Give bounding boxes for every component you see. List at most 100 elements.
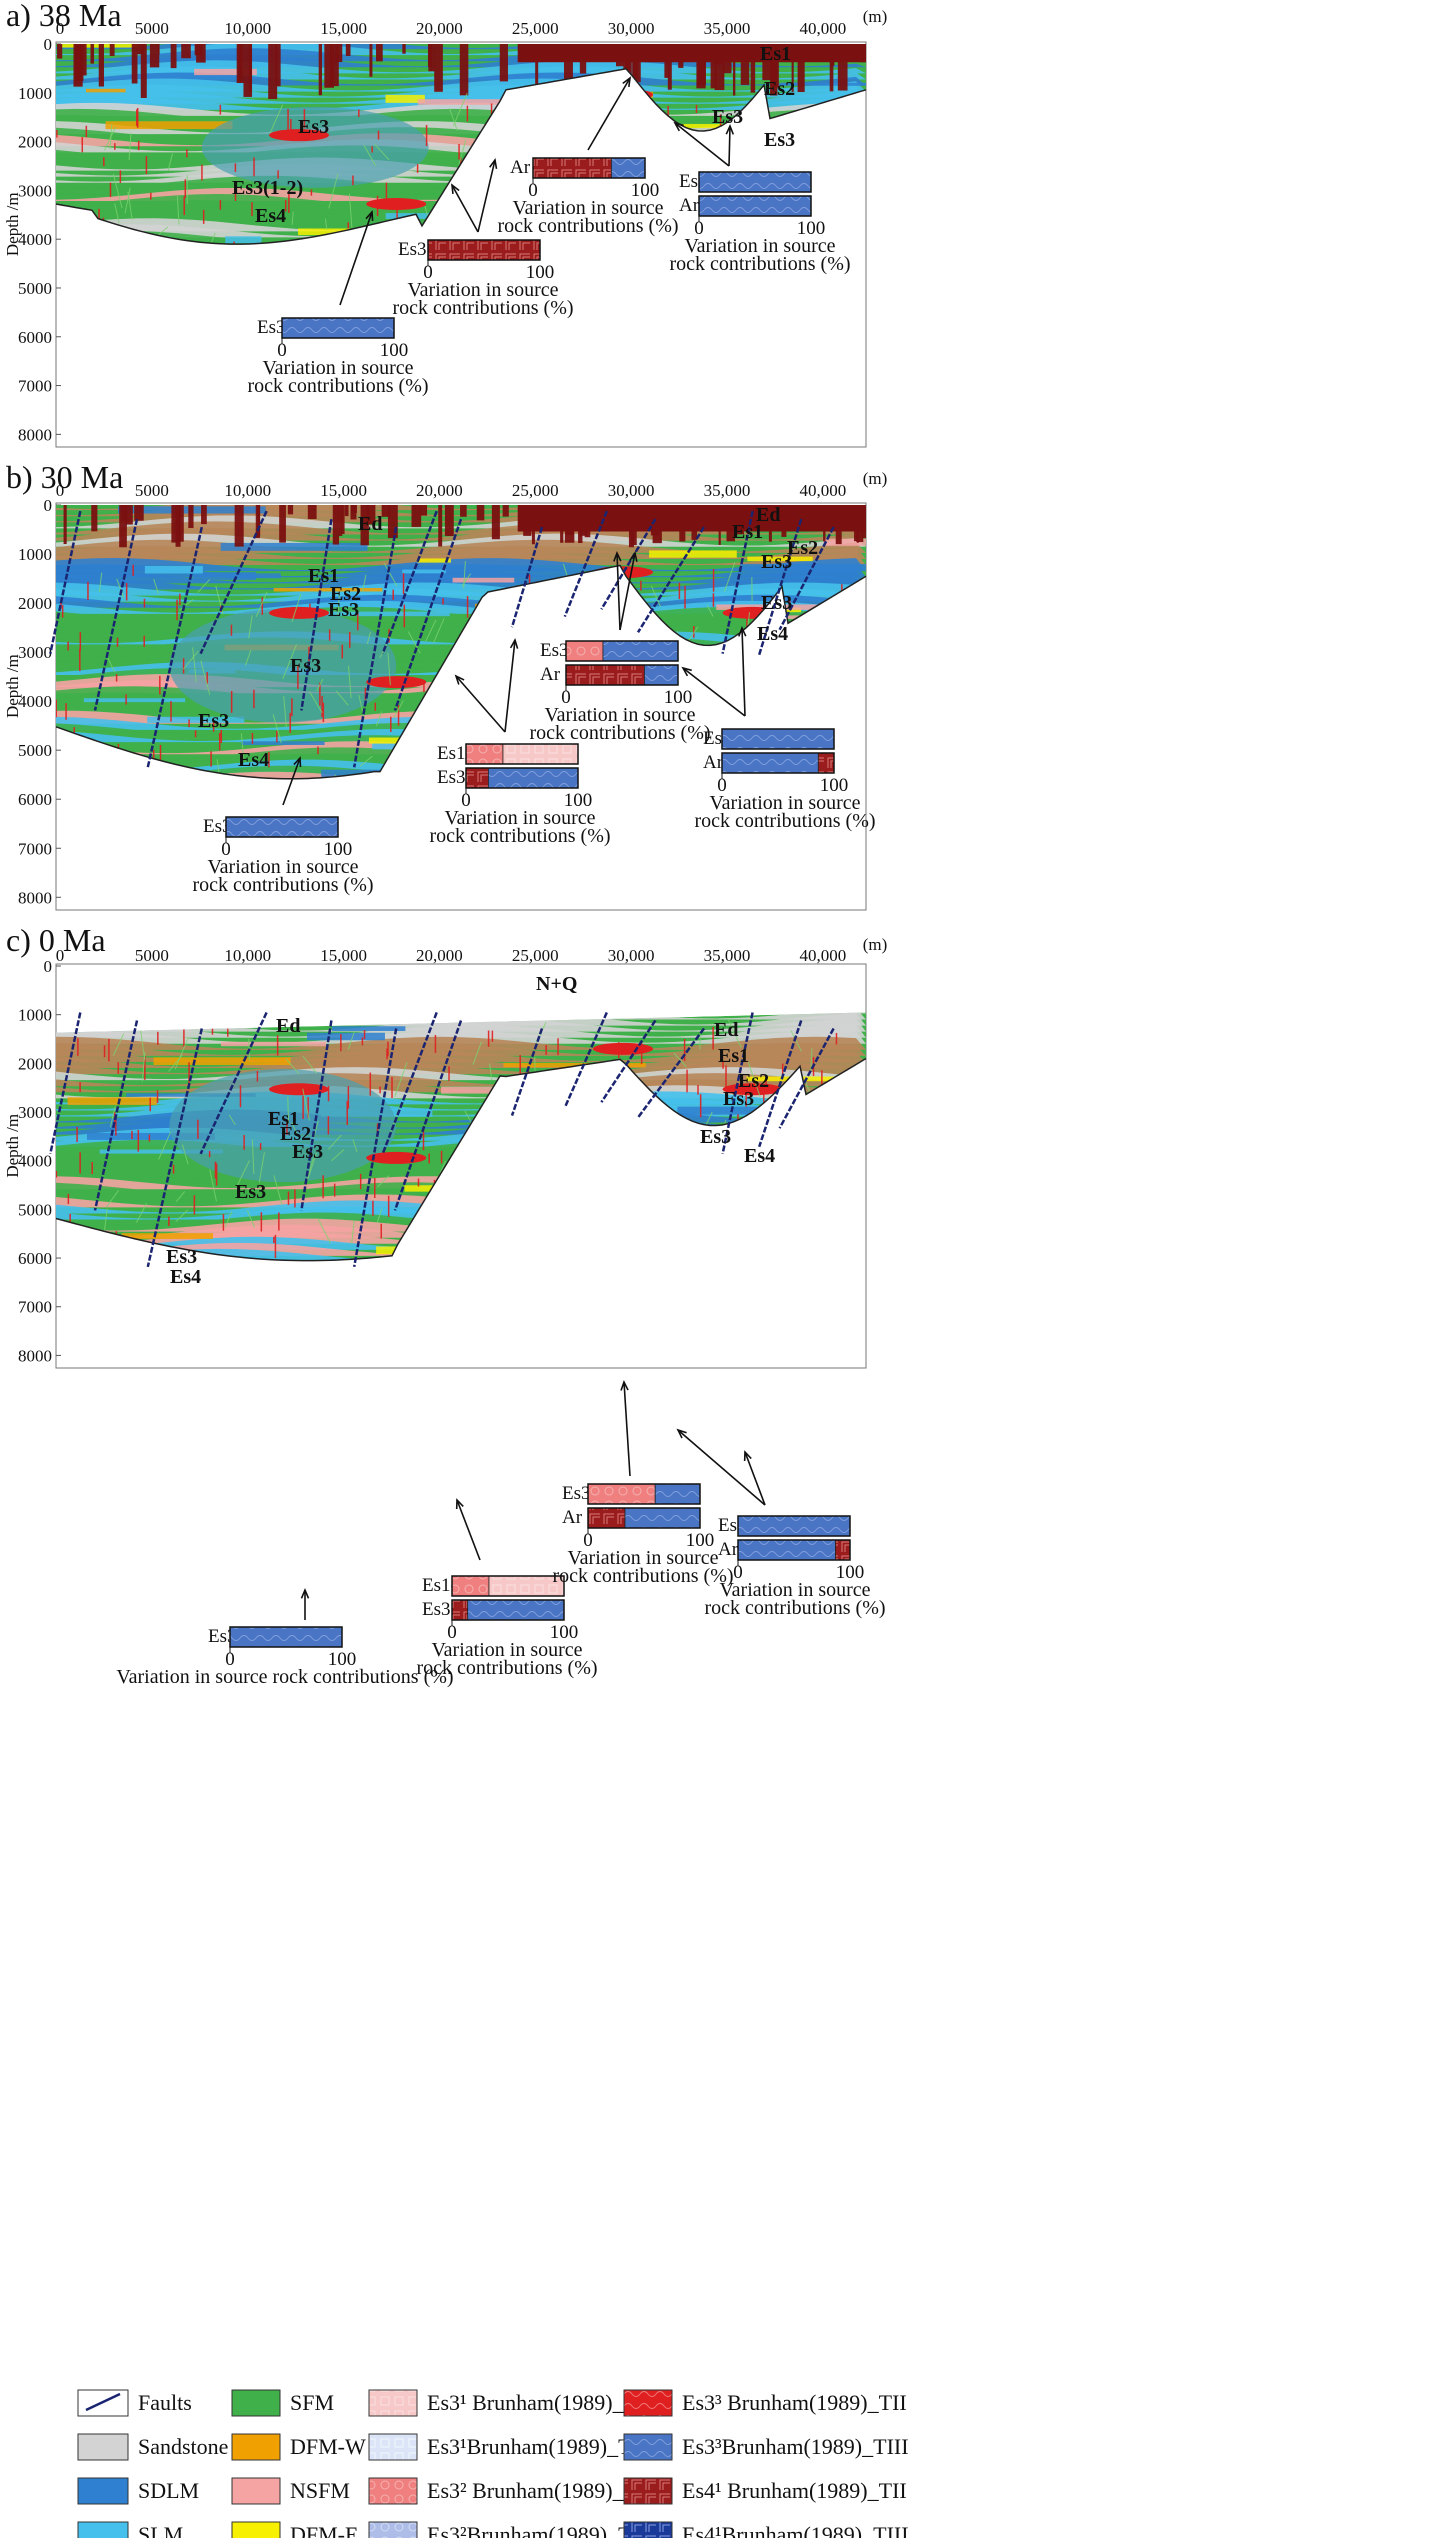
- y-axis-label: Depth /m: [3, 1114, 22, 1178]
- legend-label: Es3²Brunham(1989)_TIII: [427, 2522, 654, 2538]
- x-tick-label: 10,000: [224, 481, 271, 500]
- formation-label: Es3: [761, 592, 792, 614]
- formation-label: N+Q: [536, 973, 577, 995]
- fault-line: [300, 518, 333, 711]
- arrow-head: [681, 666, 692, 677]
- bar-segment: [451, 1599, 469, 1621]
- fault-line: [352, 1028, 398, 1268]
- pointer-arrow: [456, 1499, 481, 1561]
- legend-swatch: [623, 2477, 673, 2505]
- fault-line: [199, 1011, 268, 1155]
- bar-segment: [611, 157, 646, 179]
- pointer-arrow: [504, 639, 516, 733]
- bar-outline: [451, 1599, 565, 1621]
- bar-label: Es3: [398, 239, 427, 260]
- legend-swatch: [623, 2389, 673, 2417]
- bar-segment: [532, 157, 612, 179]
- chart-caption: rock contributions (%): [669, 253, 850, 275]
- axis-tick-label: 0: [561, 687, 571, 708]
- bar-label: Ar: [562, 1507, 583, 1528]
- legend: Faults Sandstone SDLM SLM SFM DFM-W NSFM DFM-E E…: [77, 2389, 909, 2538]
- bar-segment: [502, 743, 579, 765]
- bar-segment: [737, 1515, 851, 1537]
- bar-segment: [644, 664, 679, 686]
- x-tick-label: 25,000: [512, 19, 559, 38]
- legend-item: SDLM: [77, 2477, 199, 2505]
- depth-tick-label: 3000: [18, 181, 52, 200]
- arrow-group: [339, 76, 735, 306]
- arrow-head: [454, 674, 465, 685]
- bar-outline: [465, 743, 579, 765]
- fault-line: [381, 510, 438, 655]
- formation-label: Es1: [718, 1045, 749, 1067]
- depth-tick-label: 3000: [18, 643, 52, 662]
- x-axis-unit: (m): [863, 935, 888, 954]
- y-axis-label: Depth /m: [3, 192, 22, 256]
- legend-swatch: [623, 2433, 673, 2461]
- chart-caption: Variation in source: [544, 704, 695, 726]
- legend-label: Es4¹Brunham(1989)_TIII: [682, 2522, 909, 2538]
- pointer-arrow: [623, 1381, 631, 1477]
- axis-tick-label: 100: [820, 775, 849, 796]
- depth-tick-label: 1000: [18, 1006, 52, 1025]
- arrow-head: [613, 550, 622, 562]
- x-tick-label: 15,000: [320, 19, 367, 38]
- bar-segment: [737, 1539, 836, 1561]
- legend-item: Es3³ Brunham(1989)_TII: [623, 2389, 907, 2417]
- arrow-head: [725, 123, 735, 135]
- legend-label: Sandstone: [138, 2434, 228, 2459]
- fault-line: [49, 510, 82, 654]
- legend-item: SFM: [231, 2389, 334, 2417]
- axis-tick-label: 0: [447, 1622, 457, 1643]
- fault-line: [510, 1028, 544, 1116]
- bar-segment: [565, 664, 645, 686]
- panel-title: c) 0 Ma: [6, 922, 106, 958]
- pointer-arrow: [282, 757, 301, 806]
- bar-segment: [487, 767, 579, 789]
- panel-c: c) 0 Ma (m) 0 5000 10,000 15,000 20,000 25,000 3…: [3, 922, 888, 1688]
- formation-label: Es3: [166, 1246, 197, 1268]
- pointer-arrow: [674, 122, 730, 167]
- x-tick-label: 20,000: [416, 946, 463, 965]
- pointer-arrow: [477, 159, 496, 233]
- x-tick-label: 20,000: [416, 481, 463, 500]
- pointer-arrow: [455, 675, 506, 733]
- fault-line: [49, 1012, 82, 1155]
- faults-layer: [49, 510, 835, 768]
- formation-label: Es3: [328, 599, 359, 621]
- bar-outline: [721, 728, 835, 750]
- pointer-arrow: [339, 211, 373, 306]
- depth-tick-label: 5000: [18, 279, 52, 298]
- legend-item: Es3³Brunham(1989)_TIII: [623, 2433, 909, 2461]
- pointer-arrow: [728, 125, 731, 167]
- bar-label: Es3: [562, 1483, 591, 1504]
- formation-label: Es4: [744, 1145, 775, 1167]
- x-tick-label: 35,000: [704, 19, 751, 38]
- legend-swatch: [368, 2433, 418, 2461]
- bar-label: Ar: [703, 752, 724, 773]
- axis-tick-label: 100: [664, 687, 693, 708]
- legend-label: Es3³ Brunham(1989)_TII: [682, 2390, 907, 2415]
- formation-label: Es1: [268, 1108, 299, 1130]
- fault-line: [778, 526, 835, 631]
- legend-item: Es3² Brunham(1989)_TII: [368, 2477, 652, 2505]
- formation-label: Es1: [308, 565, 339, 587]
- x-tick-label: 35,000: [704, 481, 751, 500]
- arrow-head: [365, 210, 374, 222]
- formation-label: Es3: [292, 1141, 323, 1163]
- chart-caption: Variation in source: [207, 856, 358, 878]
- legend-label: Es3¹ Brunham(1989)_TII: [427, 2390, 652, 2415]
- formation-label: Es1: [760, 43, 791, 65]
- arrow-head: [622, 76, 632, 88]
- fault-line: [778, 1027, 835, 1129]
- bar-label: Es3: [540, 640, 569, 661]
- bar-label: Es3: [422, 1599, 451, 1620]
- legend-item: Es3¹ Brunham(1989)_TII: [368, 2389, 652, 2417]
- legend-item: NSFM: [231, 2477, 350, 2505]
- formation-label: Es2: [330, 583, 361, 605]
- x-tick-label: 5000: [135, 946, 169, 965]
